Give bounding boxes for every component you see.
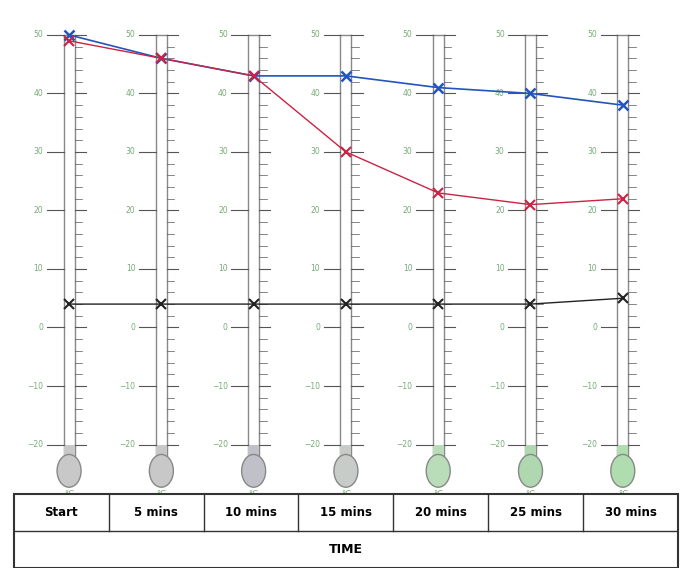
Text: 40: 40 (218, 89, 228, 98)
Text: 0: 0 (408, 323, 412, 332)
Text: 10: 10 (310, 265, 320, 273)
Text: −10: −10 (27, 382, 43, 391)
Text: Start: Start (45, 506, 78, 519)
Text: 40: 40 (495, 89, 505, 98)
Text: −20: −20 (119, 440, 136, 449)
Text: °C: °C (156, 490, 166, 499)
Bar (64, 445, 75, 456)
Text: 20: 20 (126, 206, 136, 215)
Text: 30: 30 (218, 148, 228, 156)
Text: 10: 10 (34, 265, 43, 273)
Text: 10: 10 (587, 265, 597, 273)
Text: 30: 30 (310, 148, 320, 156)
Ellipse shape (242, 454, 266, 487)
Text: 20 mins: 20 mins (415, 506, 466, 519)
Text: °C: °C (433, 490, 443, 499)
Text: 30: 30 (403, 148, 412, 156)
Text: 15 mins: 15 mins (320, 506, 372, 519)
Text: 20: 20 (34, 206, 43, 215)
Text: °C: °C (525, 490, 536, 499)
Text: 0: 0 (38, 323, 43, 332)
Text: 0: 0 (592, 323, 597, 332)
Text: 40: 40 (403, 89, 412, 98)
Ellipse shape (334, 454, 358, 487)
Text: 0: 0 (315, 323, 320, 332)
Text: 10 mins: 10 mins (225, 506, 277, 519)
Text: 20: 20 (219, 206, 228, 215)
Text: 0: 0 (500, 323, 505, 332)
Ellipse shape (426, 454, 450, 487)
Text: 10: 10 (495, 265, 505, 273)
Text: 30 mins: 30 mins (605, 506, 657, 519)
Text: −20: −20 (581, 440, 597, 449)
Text: 25 mins: 25 mins (510, 506, 562, 519)
Text: 10: 10 (126, 265, 136, 273)
Text: 50: 50 (310, 31, 320, 39)
Text: 20: 20 (495, 206, 505, 215)
Text: 40: 40 (126, 89, 136, 98)
Text: 50: 50 (495, 31, 505, 39)
Text: °C: °C (618, 490, 627, 499)
Text: 20: 20 (403, 206, 412, 215)
Text: 50: 50 (403, 31, 412, 39)
Text: −10: −10 (304, 382, 320, 391)
Text: 30: 30 (34, 148, 43, 156)
Text: 50: 50 (34, 31, 43, 39)
Text: −10: −10 (397, 382, 412, 391)
Text: 30: 30 (587, 148, 597, 156)
Text: °C: °C (341, 490, 351, 499)
Text: 20: 20 (587, 206, 597, 215)
Bar (433, 445, 444, 456)
Text: 50: 50 (126, 31, 136, 39)
Text: 30: 30 (126, 148, 136, 156)
Text: −20: −20 (304, 440, 320, 449)
Text: 0: 0 (223, 323, 228, 332)
Text: 0: 0 (131, 323, 136, 332)
Text: −10: −10 (212, 382, 228, 391)
Text: −10: −10 (581, 382, 597, 391)
Text: 40: 40 (587, 89, 597, 98)
Text: −20: −20 (488, 440, 505, 449)
Text: °C: °C (249, 490, 259, 499)
Text: −10: −10 (119, 382, 136, 391)
Text: −20: −20 (212, 440, 228, 449)
Text: 50: 50 (218, 31, 228, 39)
Text: 50: 50 (587, 31, 597, 39)
Text: 10: 10 (403, 265, 412, 273)
Bar (248, 445, 259, 456)
Text: TIME: TIME (329, 543, 363, 556)
Text: 40: 40 (34, 89, 43, 98)
Text: −20: −20 (397, 440, 412, 449)
Text: °C: °C (64, 490, 74, 499)
Bar (155, 445, 167, 456)
Ellipse shape (57, 454, 81, 487)
Bar (617, 445, 628, 456)
Text: 20: 20 (310, 206, 320, 215)
Bar (525, 445, 536, 456)
Ellipse shape (611, 454, 635, 487)
Text: 40: 40 (310, 89, 320, 98)
Bar (340, 445, 351, 456)
Text: 10: 10 (219, 265, 228, 273)
Text: −10: −10 (488, 382, 505, 391)
Text: −20: −20 (27, 440, 43, 449)
Text: 5 mins: 5 mins (134, 506, 178, 519)
Ellipse shape (149, 454, 173, 487)
Ellipse shape (519, 454, 543, 487)
Text: 30: 30 (495, 148, 505, 156)
